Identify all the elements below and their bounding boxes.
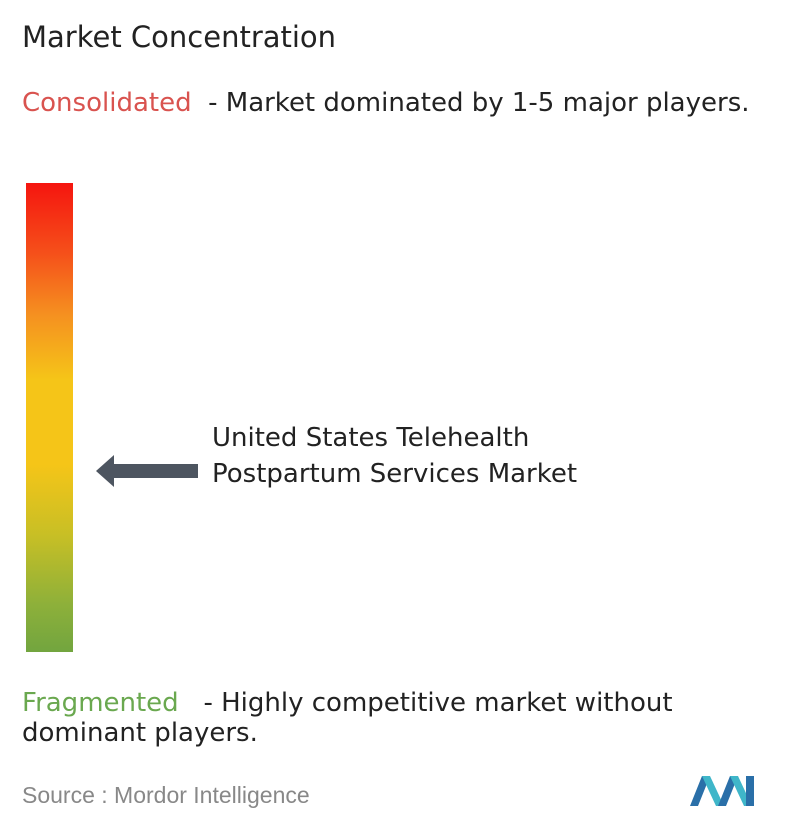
fragmented-label: Fragmented [22, 688, 179, 718]
market-label: United States Telehealth Postpartum Serv… [212, 423, 578, 489]
source-label: Source : [22, 782, 108, 808]
logo-part [746, 776, 754, 806]
title: Market Concentration [22, 20, 337, 54]
arrow [96, 455, 198, 487]
source-name: Mordor Intelligence [114, 782, 310, 808]
source: Source : Mordor Intelligence [22, 782, 310, 809]
concentration-gradient [26, 183, 73, 652]
logo-part [690, 776, 710, 806]
logo [690, 776, 754, 806]
consolidated-label: Consolidated [22, 88, 192, 118]
arrow-shape [96, 455, 198, 487]
fragmented-row: Fragmented - Highly competitive market w… [22, 688, 792, 748]
fragmented-description: - Highly competitive market without domi… [22, 688, 673, 748]
consolidated-description: - Market dominated by 1-5 major players. [208, 88, 750, 118]
logo-part [718, 776, 738, 806]
logo-part [702, 776, 724, 806]
consolidated-row: Consolidated - Market dominated by 1-5 m… [22, 88, 792, 118]
